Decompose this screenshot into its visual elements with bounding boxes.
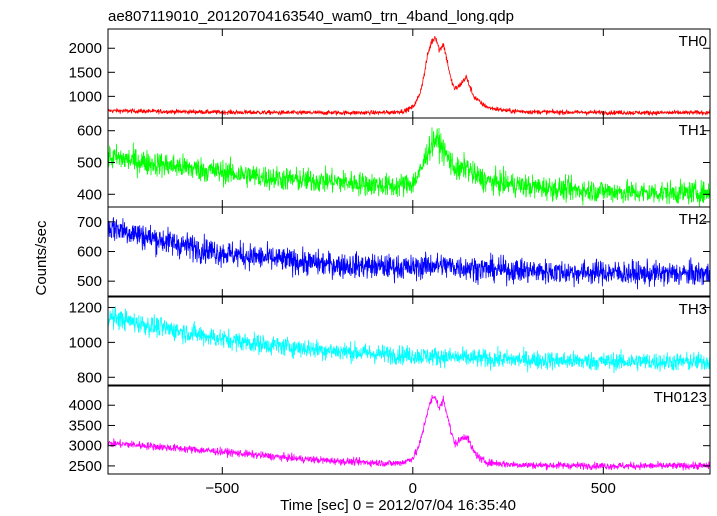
- panel-frame: [107, 296, 711, 387]
- y-tick-label: 600: [77, 123, 102, 140]
- x-tick-label: 500: [591, 480, 616, 497]
- panel-th1: 400 500 600 TH1: [77, 117, 711, 208]
- chart-title: ae807119010_20120704163540_wam0_trn_4ban…: [108, 8, 514, 25]
- series-line-th0123: [108, 394, 710, 471]
- y-tick-label: 3500: [69, 417, 102, 434]
- panel-frame: [107, 384, 711, 475]
- y-tick-label: 1000: [69, 334, 102, 351]
- panel-frame: [107, 28, 711, 119]
- panel-label-th1: TH1: [679, 122, 707, 139]
- y-tick-label: 1500: [69, 64, 102, 81]
- panel-label-th0: TH0: [679, 33, 707, 50]
- y-tick-label: 800: [77, 369, 102, 386]
- y-tick-label: 4000: [69, 397, 102, 414]
- y-tick-label: 700: [77, 214, 102, 231]
- x-axis-label: Time [sec] 0 = 2012/07/04 16:35:40: [280, 497, 516, 514]
- series-line-th3: [108, 306, 710, 374]
- panel-th0123: 2500 3000 3500 4000 TH0123: [69, 384, 711, 475]
- x-axis: −500 0 500: [205, 480, 615, 497]
- y-tick-label: 2500: [69, 458, 102, 475]
- panel-label-th0123: TH0123: [654, 389, 707, 406]
- series-line-th2: [108, 217, 710, 290]
- y-tick-label: 400: [77, 186, 102, 203]
- panel-th2: 500 600 700 TH2: [77, 206, 711, 297]
- y-tick-label: 500: [77, 273, 102, 290]
- panels: 1000 1500 2000 TH0 400 500 600 TH1 500 600 700 TH2 8…: [69, 28, 711, 475]
- y-tick-label: 3000: [69, 438, 102, 455]
- y-axis-label: Counts/sec: [33, 220, 50, 296]
- panel-label-th2: TH2: [679, 211, 707, 228]
- y-tick-label: 500: [77, 155, 102, 172]
- panel-th0: 1000 1500 2000 TH0: [69, 28, 711, 119]
- x-tick-label: −500: [205, 480, 239, 497]
- y-tick-label: 2000: [69, 40, 102, 57]
- series-line-th1: [108, 127, 710, 207]
- panel-th3: 800 1000 1200 TH3: [69, 296, 711, 387]
- series-line-th0: [108, 36, 710, 117]
- y-tick-label: 1000: [69, 88, 102, 105]
- y-tick-label: 1200: [69, 299, 102, 316]
- y-tick-label: 600: [77, 244, 102, 261]
- panel-label-th3: TH3: [679, 301, 707, 318]
- x-tick-label: 0: [409, 480, 417, 497]
